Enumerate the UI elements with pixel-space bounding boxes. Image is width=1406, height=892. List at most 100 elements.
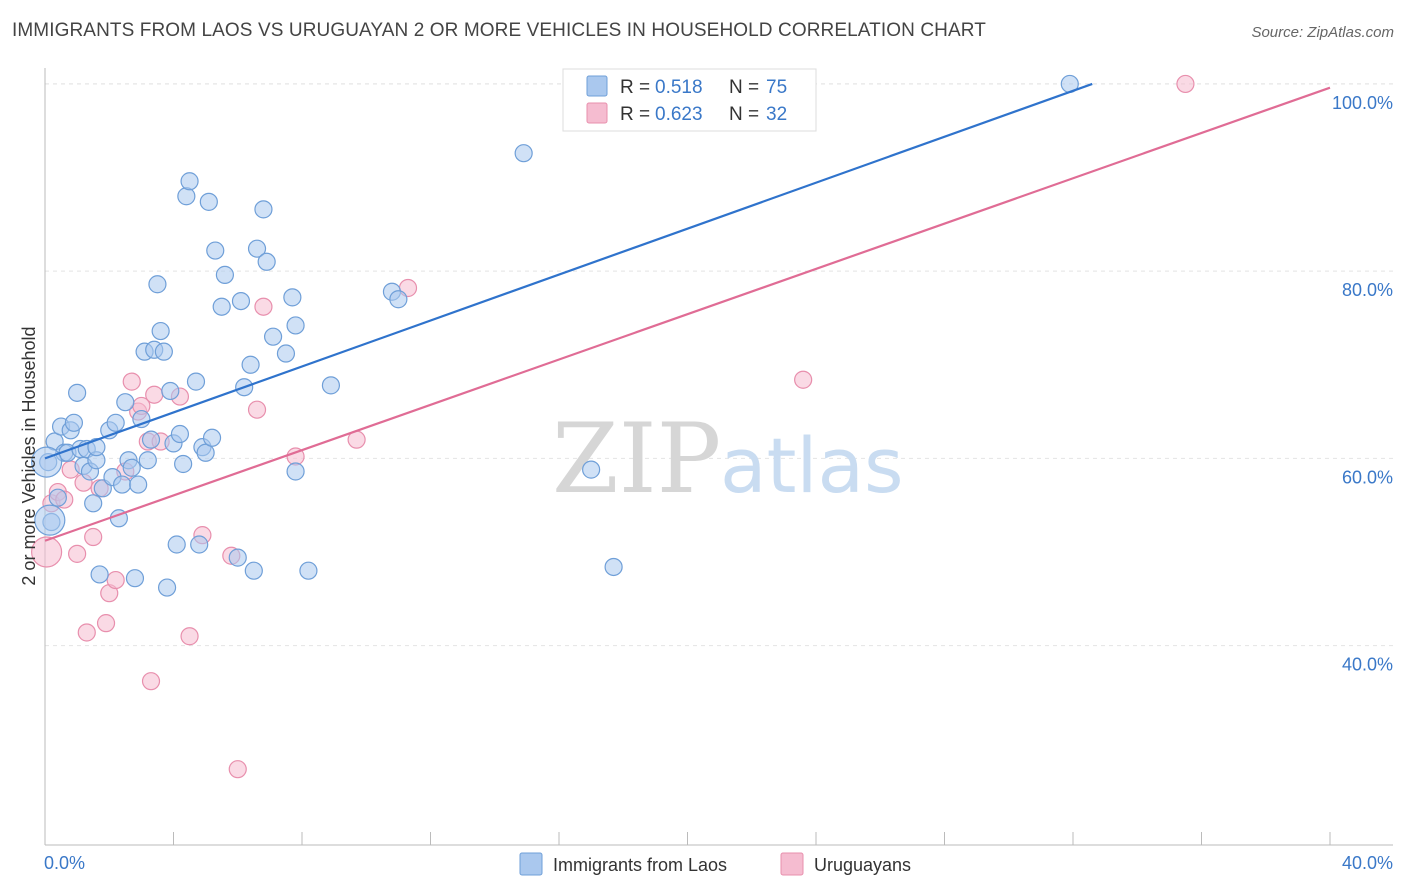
laos-point [138, 451, 157, 470]
laos-point [196, 443, 215, 462]
legend-blue-n-label: N = [729, 77, 759, 98]
y-tick-label: 40.0% [1342, 655, 1393, 675]
laos-point [263, 327, 283, 346]
laos-point-large [34, 504, 66, 536]
laos-point [190, 535, 209, 554]
laos-point [151, 321, 170, 341]
y-tick-label: 80.0% [1342, 280, 1393, 300]
uruguayans-point [122, 372, 141, 391]
uruguayans-point [247, 400, 267, 419]
bottom-legend-swatch-blue [519, 852, 543, 876]
laos-point [228, 548, 247, 567]
laos-point [148, 275, 167, 294]
laos-point [177, 187, 196, 206]
x-tick-label-min: 0.0% [44, 853, 85, 873]
laos-point [299, 561, 318, 580]
laos-point [112, 475, 132, 494]
laos-point [122, 458, 141, 477]
laos-point [389, 290, 408, 309]
source-credit: Source: ZipAtlas.com [1251, 24, 1394, 41]
laos-point [64, 413, 84, 432]
uruguayans-point [180, 627, 199, 646]
laos-trend-line [44, 82, 1093, 460]
uruguayans-trend-line [44, 86, 1331, 542]
laos-point [202, 428, 222, 447]
legend-blue-r-label: R = [620, 77, 650, 98]
laos-point [90, 565, 109, 584]
laos-point [254, 200, 273, 219]
y-tick-labels: 40.0% 60.0% 80.0% 100.0% [1332, 93, 1393, 675]
uruguayans-point [96, 614, 116, 633]
correlation-legend: R = 0.518 N = 75 R = 0.623 N = 32 [562, 68, 817, 132]
uruguayans-point [228, 760, 247, 779]
laos-point [276, 344, 296, 363]
chart-title: IMMIGRANTS FROM LAOS VS URUGUAYAN 2 OR M… [12, 20, 986, 41]
laos-point [161, 381, 180, 401]
y-axis-title: 2 or more Vehicles in Household [19, 326, 39, 585]
y-tick-label: 100.0% [1332, 93, 1393, 113]
legend-pink-n-label: N = [729, 104, 759, 125]
laos-point [215, 265, 234, 284]
uruguayans-point [106, 570, 125, 590]
laos-point [321, 376, 341, 395]
series-legend: Immigrants from Laos Uruguayans [519, 852, 911, 876]
uruguayans-point [145, 385, 164, 404]
laos-point [154, 342, 173, 361]
uruguayans-point-large [31, 536, 63, 568]
laos-point [199, 192, 218, 211]
laos-point [247, 239, 267, 258]
uruguayans-point [794, 370, 813, 389]
bottom-legend-swatch-pink [780, 852, 804, 876]
bottom-legend-label-pink: Uruguayans [814, 855, 911, 875]
uruguayans-point [77, 623, 96, 642]
watermark-zip: ZIP [552, 403, 721, 515]
trend-lines [44, 82, 1331, 542]
laos-point [582, 460, 601, 479]
watermark-atlas: atlas [720, 421, 904, 510]
uruguayans-point [1176, 74, 1195, 94]
legend-blue-r-value: 0.518 [655, 77, 703, 98]
laos-point [186, 372, 206, 391]
x-axis-ticks [173, 832, 1331, 845]
laos-point [514, 144, 533, 163]
laos-point [170, 424, 190, 444]
legend-pink-r-value: 0.623 [655, 104, 703, 125]
legend-pink-r-label: R = [620, 104, 650, 125]
laos-point [87, 438, 106, 457]
laos-point [106, 413, 125, 432]
laos-point [283, 288, 302, 307]
laos-point [129, 475, 148, 494]
legend-blue-n-value: 75 [766, 77, 787, 98]
legend-pink-n-value: 32 [766, 104, 787, 125]
laos-points [31, 74, 1079, 597]
laos-point [68, 383, 87, 402]
laos-point [231, 292, 251, 311]
uruguayans-point [141, 672, 161, 691]
laos-point [167, 535, 186, 554]
laos-point [125, 569, 145, 588]
laos-point [286, 462, 305, 481]
watermark: ZIP atlas [552, 403, 904, 515]
laos-point [180, 172, 199, 191]
uruguayans-point [68, 544, 87, 563]
x-tick-label-max: 40.0% [1342, 853, 1393, 873]
uruguayans-point [84, 527, 103, 547]
legend-swatch-pink [586, 102, 608, 124]
laos-point [257, 252, 276, 271]
laos-point [286, 316, 305, 335]
legend-swatch-blue [586, 75, 608, 97]
laos-point [244, 561, 263, 580]
laos-point [206, 241, 225, 260]
laos-point [116, 393, 135, 412]
y-tick-label: 60.0% [1342, 467, 1393, 487]
laos-point [241, 355, 260, 374]
laos-point [157, 578, 177, 597]
laos-point [604, 557, 623, 577]
uruguayans-point [254, 297, 273, 316]
laos-point [84, 494, 103, 513]
laos-point [212, 297, 231, 316]
bottom-legend-label-blue: Immigrants from Laos [553, 855, 727, 875]
laos-point [141, 430, 161, 449]
laos-point [174, 454, 193, 474]
